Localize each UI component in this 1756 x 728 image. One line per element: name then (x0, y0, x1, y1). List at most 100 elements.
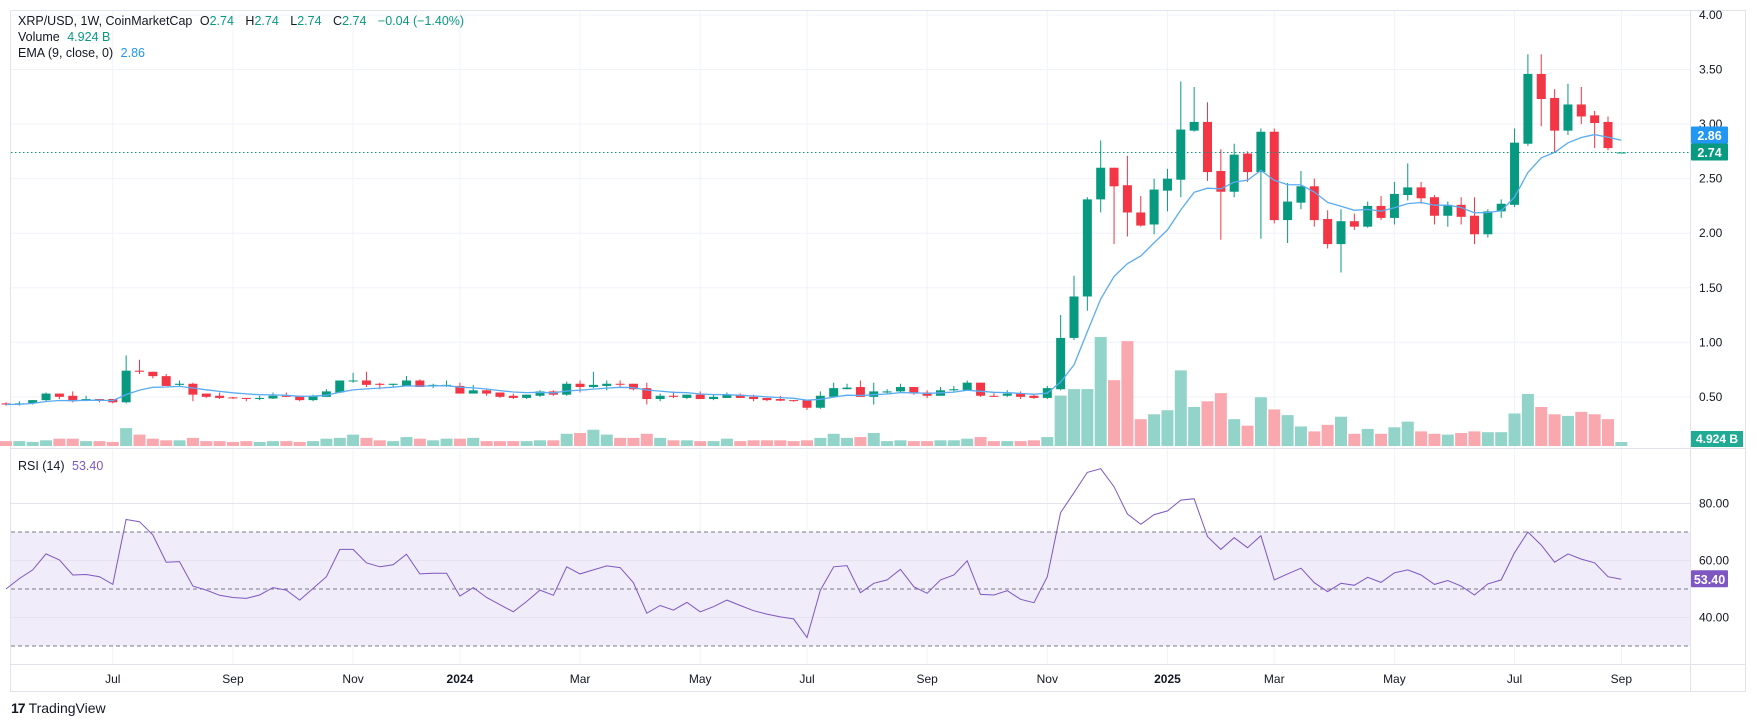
candle-body (1416, 187, 1426, 199)
volume-bar (1068, 389, 1080, 446)
time-tick-label: Sep (916, 672, 938, 686)
rsi-band-fill (11, 532, 1690, 646)
volume-bar (387, 441, 400, 446)
volume-bar (480, 441, 493, 446)
candle-body (54, 393, 64, 397)
candle-body (228, 397, 238, 399)
candle-body (722, 394, 732, 398)
time-tick-label: 2024 (447, 672, 474, 686)
candle-body (882, 391, 892, 393)
volume-bar (1134, 419, 1147, 446)
close-label: C (333, 14, 343, 28)
volume-value: 4.924 B (67, 30, 111, 44)
candle-body (1389, 193, 1399, 218)
candle-body (1309, 186, 1319, 221)
volume-bar (1014, 441, 1027, 446)
volume-bar (347, 434, 360, 446)
candle-body (1283, 201, 1293, 221)
symbol-title[interactable]: XRP/USD, 1W, CoinMarketCap (18, 14, 193, 28)
volume-bar (1481, 432, 1494, 446)
candle-body (1536, 73, 1546, 100)
rsi-value-badge-bg (1691, 570, 1728, 588)
volume-bar (734, 441, 747, 446)
candle-body (1590, 115, 1600, 124)
volume-bar (1415, 431, 1428, 446)
candle-body (1576, 104, 1586, 117)
volume-bar (854, 437, 867, 446)
volume-bar (961, 438, 974, 446)
ema-price-badge-bg (1691, 126, 1728, 144)
time-tick-label: Nov (1037, 672, 1058, 686)
volume-legend[interactable]: Volume 4.924 B (18, 29, 114, 45)
volume-bar (1188, 406, 1201, 446)
volume-bar (614, 437, 627, 446)
volume-bar (1575, 411, 1588, 446)
rsi-value-badge: 53.40 (1694, 573, 1725, 587)
candle-body (842, 387, 852, 390)
candle-body (922, 392, 932, 396)
volume-bar (1375, 433, 1388, 446)
volume-bar (453, 438, 466, 446)
volume-bar (1401, 421, 1414, 446)
volume-bar (333, 437, 346, 446)
candle-body (628, 383, 638, 390)
time-tick-label: Jul (105, 672, 120, 686)
volume-bar (520, 441, 533, 446)
candle-body (669, 395, 678, 397)
volume-bar (1254, 397, 1267, 446)
volume-bar (1054, 395, 1067, 446)
candle-body (1563, 104, 1573, 131)
volume-bar (1495, 432, 1508, 446)
volume-bar (360, 437, 373, 446)
candle-body (1029, 395, 1039, 398)
candle-body (1323, 219, 1333, 245)
tradingview-logo[interactable]: 17 TradingView (11, 700, 106, 716)
candle-body (94, 399, 104, 401)
volume-bar (627, 437, 640, 446)
ema-legend[interactable]: EMA (9, close, 0) 2.86 (18, 45, 149, 61)
candle-body (241, 397, 251, 399)
volume-bar (574, 432, 587, 446)
price-tick-label: 2.00 (1699, 226, 1723, 240)
volume-bar (1361, 428, 1374, 446)
candle-body (602, 383, 612, 386)
candle-body (1603, 121, 1613, 149)
volume-bar (947, 440, 960, 446)
candle-body (268, 395, 278, 399)
candle-body (1082, 199, 1092, 297)
volume-bar (133, 434, 146, 446)
candle-body (1523, 73, 1533, 144)
candle-body (709, 396, 719, 400)
main-legend: XRP/USD, 1W, CoinMarketCap O2.74 H2.74 L… (18, 13, 468, 29)
volume-bar (66, 438, 79, 446)
candle-body (535, 391, 545, 396)
candle-body (468, 390, 478, 394)
candle-body (949, 389, 959, 391)
volume-label: Volume (18, 30, 60, 44)
volume-bar (1602, 419, 1614, 446)
candle-body (1189, 121, 1199, 131)
volume-bar (280, 441, 293, 446)
candle-body (522, 394, 532, 398)
volume-bar (1241, 425, 1254, 446)
time-tick-label: Sep (1611, 672, 1633, 686)
volume-bar (26, 441, 39, 446)
volume-bar (1615, 441, 1628, 446)
rsi-legend[interactable]: RSI (14) 53.40 (18, 458, 107, 474)
price-tick-label: 2.50 (1699, 172, 1723, 186)
volume-bar (146, 438, 159, 446)
candle-body (829, 388, 839, 397)
tradingview-logo-icon: 17 (11, 700, 26, 716)
candle-body (775, 399, 785, 401)
candle-body (1470, 215, 1479, 235)
time-tick-label: Jul (799, 672, 814, 686)
grid-lines (11, 11, 1690, 664)
time-tick-label: Sep (222, 672, 244, 686)
candle-body (1216, 171, 1226, 192)
volume-badge-bg (1691, 431, 1743, 447)
rsi-tick-label: 60.00 (1699, 554, 1729, 568)
volume-bar (1321, 424, 1334, 446)
volume-bar (1468, 431, 1481, 446)
candle-body (989, 395, 999, 397)
